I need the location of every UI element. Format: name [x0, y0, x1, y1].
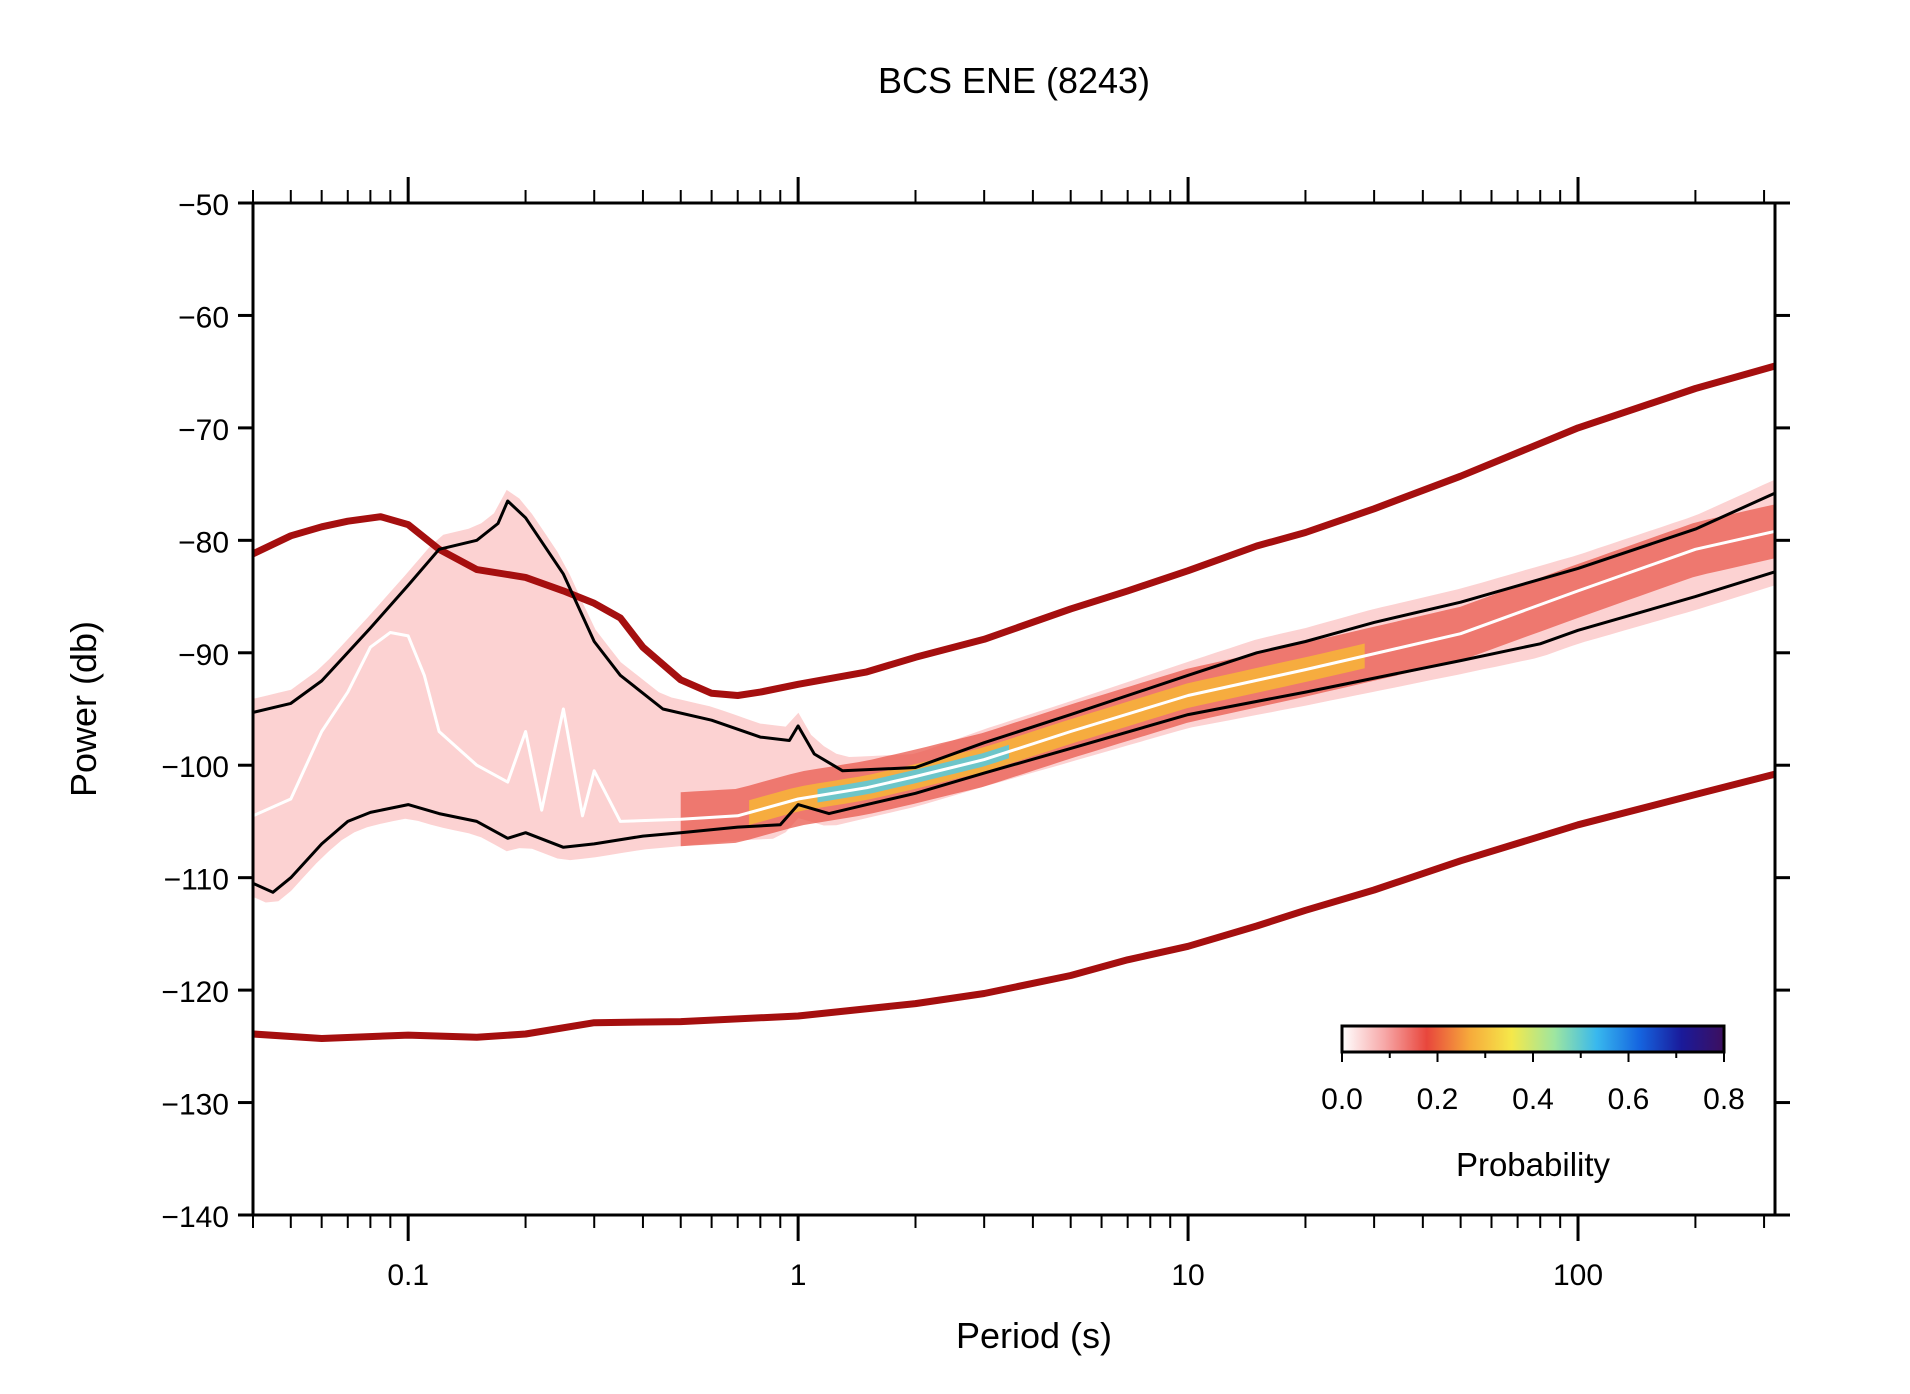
colorbar: 0.0 0.2 0.4 0.6 0.8 Probability	[1321, 1024, 1745, 1183]
probability-density-layer	[253, 479, 1775, 903]
y-tick-label: −100	[161, 751, 229, 784]
pdf-outer-region	[253, 479, 1775, 903]
series-layer	[253, 362, 1775, 1042]
y-tick-label: −90	[178, 639, 229, 672]
chart-title: BCS ENE (8243)	[878, 60, 1150, 101]
series-line-nlnm	[253, 770, 1775, 1042]
y-tick-label: −110	[164, 864, 229, 897]
colorbar-tick-label: 0.0	[1321, 1083, 1363, 1116]
y-tick-label: −70	[178, 414, 229, 447]
y-tick-label: −120	[161, 976, 229, 1009]
y-tick-label: −130	[161, 1089, 229, 1122]
y-axis-label: Power (db)	[63, 621, 104, 797]
y-tick-label: −50	[178, 189, 229, 222]
series-line-upper_percentile	[253, 491, 1775, 773]
series-line-mode	[253, 529, 1775, 823]
colorbar-gradient	[1340, 1024, 1726, 1054]
y-tick-label: −140	[161, 1201, 229, 1234]
axes: −50 −60 −70 −80 −90 −100 −110 −120 −130 −140 0.1 1 1…	[161, 177, 1790, 1292]
x-tick-label: 100	[1553, 1259, 1603, 1292]
x-tick-label: 10	[1171, 1259, 1204, 1292]
colorbar-tick-label: 0.2	[1417, 1083, 1459, 1116]
x-tick-label: 1	[790, 1259, 807, 1292]
y-tick-label: −60	[178, 301, 229, 334]
colorbar-tick-label: 0.6	[1608, 1083, 1650, 1116]
y-tick-label: −80	[178, 526, 229, 559]
series-line-nhnm	[253, 362, 1775, 699]
colorbar-label: Probability	[1456, 1146, 1611, 1183]
colorbar-tick-label: 0.4	[1512, 1083, 1554, 1116]
colorbar-tick-label: 0.8	[1703, 1083, 1745, 1116]
x-axis-label: Period (s)	[956, 1315, 1112, 1356]
x-tick-label: 0.1	[387, 1259, 429, 1292]
plot-frame	[251, 201, 1777, 1217]
series-line-lower_percentile	[253, 570, 1775, 894]
colorbar-ticks: 0.0 0.2 0.4 0.6 0.8	[1321, 1052, 1745, 1116]
